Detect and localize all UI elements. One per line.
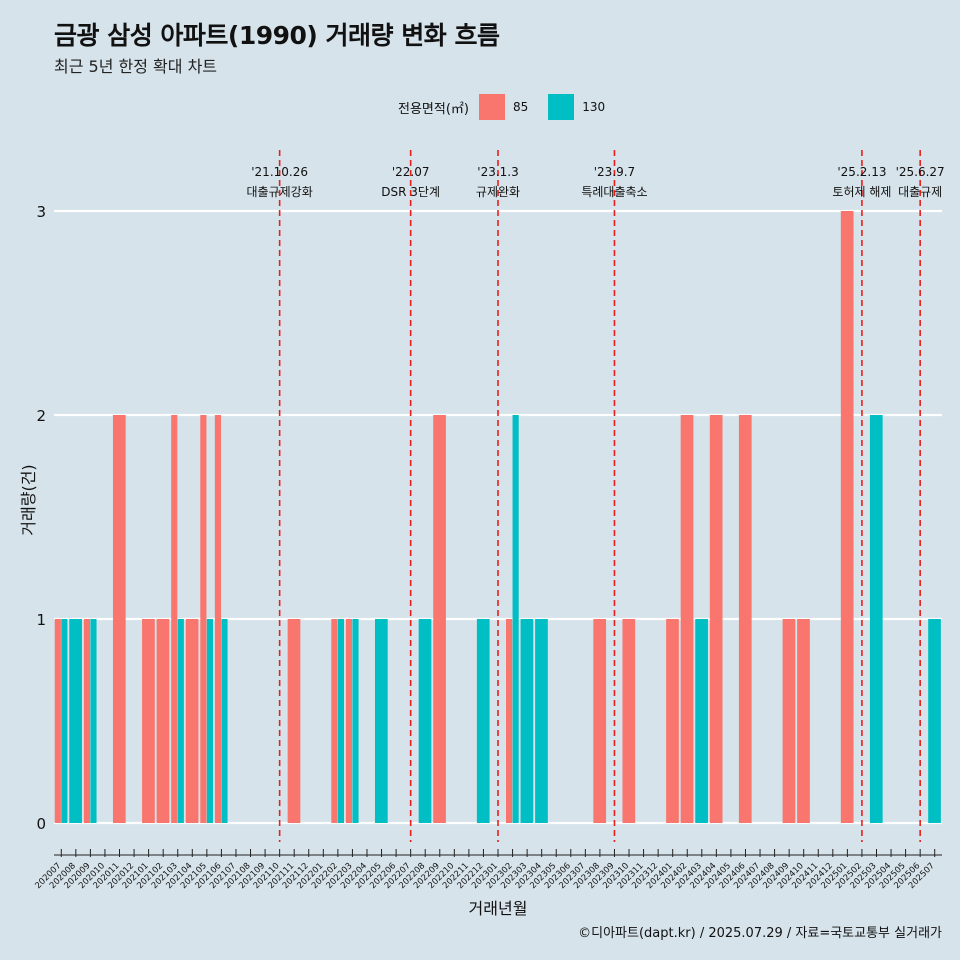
bar-202008-130	[69, 619, 82, 823]
event-date-label: '22.07	[392, 165, 430, 179]
bar-202104-85	[185, 619, 199, 823]
bar-202203-85	[345, 619, 353, 823]
event-name-label: 대출규제	[898, 185, 942, 199]
bar-202310-85	[622, 619, 636, 823]
bar-202403-130	[695, 619, 708, 823]
event-date-label: '23.1.3	[477, 165, 518, 179]
bar-202007-85	[54, 619, 61, 823]
bar-202406-85	[738, 415, 752, 823]
bar-202212-130	[476, 619, 490, 823]
y-axis-title: 거래량(건)	[19, 464, 38, 535]
bar-202302-130	[512, 415, 519, 823]
bar-202404-85	[709, 415, 723, 823]
bar-202308-85	[593, 619, 607, 823]
event-name-label: 대출규제강화	[247, 185, 313, 199]
y-tick-label: 0	[36, 815, 46, 833]
legend-label-85: 85	[512, 100, 529, 114]
bar-202304-130	[535, 619, 548, 823]
source-caption: ©디아파트(dapt.kr) / 2025.07.29 / 자료=국토교통부 실…	[578, 926, 942, 941]
bar-202111-85	[287, 619, 301, 823]
bar-202209-85	[433, 415, 446, 823]
y-tick-label: 3	[36, 203, 46, 221]
bar-202011-85	[112, 415, 126, 823]
legend: 전용면적(㎡) 85 130	[398, 93, 625, 121]
bar-202106-85	[214, 415, 222, 823]
bar-202410-85	[797, 619, 810, 823]
bar-202009-85	[83, 619, 90, 823]
bar-202105-130	[206, 619, 214, 823]
event-name-label: 규제완화	[476, 185, 520, 199]
bar-202507-130	[928, 619, 941, 823]
bar-202503-130	[869, 415, 883, 823]
bar-202007-130	[61, 619, 68, 823]
bar-202202-85	[331, 619, 338, 823]
bar-202202-130	[337, 619, 345, 823]
event-name-label: 토허제 해제	[832, 185, 891, 199]
x-axis-title: 거래년월	[469, 899, 528, 918]
event-date-label: '25.6.27	[896, 165, 945, 179]
event-date-label: '25.2.13	[837, 165, 886, 179]
legend-title: 전용면적(㎡)	[398, 101, 469, 117]
y-tick-label: 2	[36, 407, 46, 425]
bar-202303-130	[520, 619, 534, 823]
bar-202501-85	[840, 211, 854, 823]
bar-202101-85	[142, 619, 155, 823]
bar-202208-130	[418, 619, 432, 823]
bar-202401-85	[666, 619, 679, 823]
event-name-label: 특례대출축소	[581, 185, 647, 199]
y-tick-label: 1	[36, 611, 46, 629]
event-name-label: DSR 3단계	[381, 185, 440, 199]
bar-202106-130	[221, 619, 228, 823]
bar-202009-130	[90, 619, 97, 823]
event-date-label: '21.10.26	[251, 165, 308, 179]
bar-202102-85	[156, 619, 170, 823]
bar-202205-130	[374, 619, 388, 823]
bar-202302-85	[506, 619, 513, 823]
bar-202103-130	[177, 619, 184, 823]
bar-202105-85	[200, 415, 207, 823]
page-title: 금광 삼성 아파트(1990) 거래량 변화 흐름	[54, 21, 500, 50]
bar-202203-130	[352, 619, 359, 823]
bar-202103-85	[171, 415, 178, 823]
event-date-label: '23.9.7	[594, 165, 635, 179]
bar-202409-85	[782, 619, 796, 823]
legend-label-130: 130	[582, 100, 606, 114]
legend-key-130	[548, 94, 575, 120]
legend-key-85	[478, 94, 505, 120]
page-subtitle: 최근 5년 한정 확대 차트	[54, 57, 218, 76]
bar-202402-85	[680, 415, 694, 823]
